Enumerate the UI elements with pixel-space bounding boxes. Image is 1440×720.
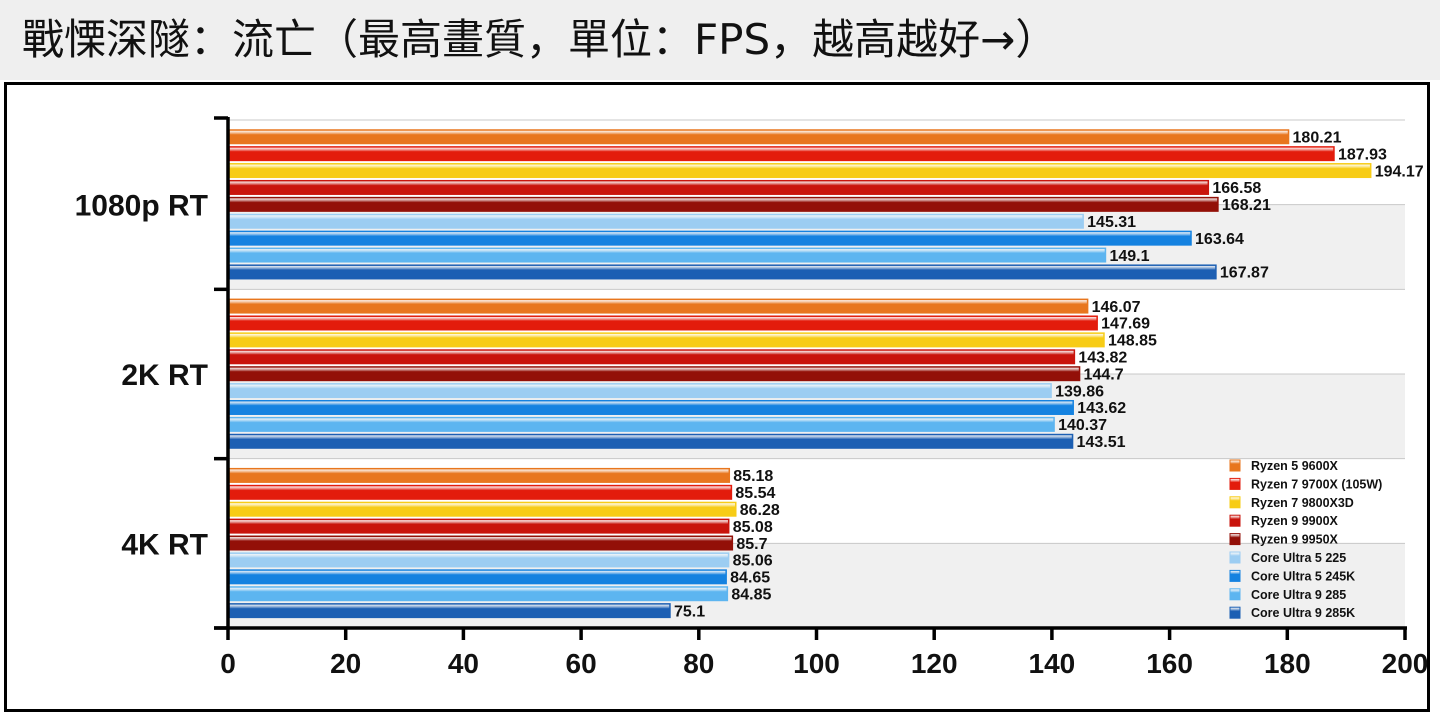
x-tick-label: 100	[793, 648, 840, 679]
legend-entry-ryzen-7-9800x3d: Ryzen 7 9800X3D	[1251, 496, 1354, 510]
legend-swatch	[1229, 569, 1241, 582]
value-label: 143.62	[1077, 400, 1126, 417]
x-tick-label: 20	[330, 648, 361, 679]
legend-entry-ryzen-7-9700x-105w: Ryzen 7 9700X (105W)	[1251, 477, 1382, 491]
legend-swatch	[1229, 588, 1241, 601]
x-tick-label: 200	[1382, 648, 1429, 679]
value-label: 85.08	[733, 519, 773, 536]
bar-2k-rt-core-ultra-9-285	[228, 416, 1055, 432]
value-label: 148.85	[1108, 333, 1157, 350]
value-label: 187.93	[1338, 146, 1387, 163]
value-label: 145.31	[1087, 214, 1136, 231]
category-label-4k-rt: 4K RT	[121, 528, 208, 561]
bar-2k-rt-ryzen-7-9700x-105w	[228, 315, 1098, 331]
bar-2k-rt-core-ultra-5-225	[228, 383, 1052, 399]
bar-1080p-rt-core-ultra-5-225	[228, 213, 1084, 229]
bar-4k-rt-ryzen-9-9950x	[228, 535, 734, 551]
bar-layer	[228, 129, 1372, 619]
bar-1080p-rt-ryzen-9-9900x	[228, 179, 1210, 195]
value-label: 143.51	[1077, 434, 1126, 451]
x-tick-label: 120	[911, 648, 958, 679]
value-label: 163.64	[1195, 231, 1244, 248]
value-label: 144.7	[1084, 366, 1124, 383]
value-label: 146.07	[1092, 299, 1141, 316]
value-label: 149.1	[1109, 248, 1149, 265]
legend: Ryzen 5 9600X Ryzen 7 9700X (105W) Ryzen 7…	[1229, 459, 1382, 620]
bar-1080p-rt-ryzen-7-9800x3d	[228, 163, 1372, 179]
legend-entry-core-ultra-5-245k: Core Ultra 5 245K	[1251, 569, 1355, 583]
bar-4k-rt-ryzen-7-9800x3d	[228, 501, 737, 517]
value-label: 85.54	[735, 485, 775, 502]
category-label-2k-rt: 2K RT	[121, 359, 208, 392]
chart-header: 戰慄深隧：流亡（最高畫質，單位：FPS，越高越好→）	[0, 0, 1440, 80]
value-label: 85.7	[736, 536, 767, 553]
legend-entry-ryzen-9-9950x: Ryzen 9 9950X	[1251, 533, 1339, 547]
bar-1080p-rt-ryzen-7-9700x-105w	[228, 146, 1335, 162]
bar-1080p-rt-core-ultra-5-245k	[228, 230, 1192, 246]
x-tick-label: 80	[683, 648, 714, 679]
value-label: 84.85	[731, 586, 771, 603]
legend-swatch	[1229, 459, 1241, 472]
value-label: 84.65	[730, 570, 770, 587]
value-label: 194.17	[1375, 163, 1424, 180]
value-label: 139.86	[1055, 383, 1104, 400]
value-label: 166.58	[1212, 180, 1261, 197]
bar-4k-rt-core-ultra-9-285k	[228, 603, 671, 619]
bar-4k-rt-ryzen-7-9700x-105w	[228, 484, 733, 500]
value-label: 86.28	[740, 502, 780, 519]
legend-entry-core-ultra-9-285k: Core Ultra 9 285K	[1251, 606, 1355, 620]
bar-4k-rt-core-ultra-9-285	[228, 586, 729, 602]
legend-swatch	[1229, 551, 1241, 564]
legend-entry-ryzen-5-9600x: Ryzen 5 9600X	[1251, 459, 1339, 473]
bar-4k-rt-ryzen-5-9600x	[228, 467, 731, 483]
category-label-1080p-rt: 1080p RT	[75, 190, 208, 223]
x-tick-label: 180	[1264, 648, 1311, 679]
bar-1080p-rt-ryzen-9-9950x	[228, 196, 1219, 212]
x-tick-label: 0	[220, 648, 236, 679]
axis-layer: 1080p RT 2K RT 4K RT 0 20 40 60 80 100 120 140 160 1…	[75, 116, 1429, 679]
bar-2k-rt-ryzen-9-9900x	[228, 349, 1076, 365]
legend-entry-ryzen-9-9900x: Ryzen 9 9900X	[1251, 514, 1339, 528]
x-tick-label: 140	[1029, 648, 1076, 679]
x-tick-label: 60	[566, 648, 597, 679]
bar-2k-rt-ryzen-7-9800x3d	[228, 332, 1105, 348]
bar-2k-rt-ryzen-9-9950x	[228, 366, 1081, 382]
bar-2k-rt-core-ultra-9-285k	[228, 433, 1074, 449]
value-label: 75.1	[674, 603, 705, 620]
legend-entry-core-ultra-9-285: Core Ultra 9 285	[1251, 588, 1346, 602]
bar-2k-rt-core-ultra-5-245k	[228, 399, 1074, 415]
bar-1080p-rt-core-ultra-9-285k	[228, 264, 1217, 280]
bar-4k-rt-core-ultra-5-225	[228, 552, 730, 568]
x-tick-label: 160	[1146, 648, 1193, 679]
legend-swatch	[1229, 514, 1241, 527]
bar-4k-rt-ryzen-9-9900x	[228, 518, 730, 534]
value-label: 143.82	[1078, 350, 1127, 367]
legend-swatch	[1229, 533, 1241, 546]
x-tick-label: 40	[448, 648, 479, 679]
bar-1080p-rt-core-ultra-9-285	[228, 247, 1107, 263]
bar-1080p-rt-ryzen-5-9600x	[228, 129, 1290, 145]
value-label: 168.21	[1222, 197, 1271, 214]
chart-title: 戰慄深隧：流亡（最高畫質，單位：FPS，越高越好→）	[22, 15, 1058, 64]
value-label: 147.69	[1101, 316, 1150, 333]
value-label: 140.37	[1058, 417, 1107, 434]
legend-entry-core-ultra-5-225: Core Ultra 5 225	[1251, 551, 1346, 565]
bar-4k-rt-core-ultra-5-245k	[228, 569, 727, 585]
value-label: 85.06	[733, 553, 773, 570]
value-label: 85.18	[733, 468, 773, 485]
legend-swatch	[1229, 606, 1241, 619]
legend-swatch	[1229, 477, 1241, 490]
bar-2k-rt-ryzen-5-9600x	[228, 298, 1089, 314]
legend-swatch	[1229, 496, 1241, 509]
value-label: 167.87	[1220, 265, 1269, 282]
value-label: 180.21	[1293, 130, 1342, 147]
